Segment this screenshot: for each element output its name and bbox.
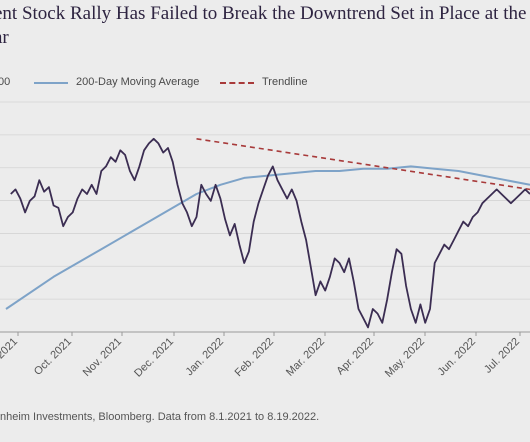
chart-title: ent Stock Rally Has Failed to Break the …: [0, 2, 530, 50]
x-tick-label: Jun. 2022: [435, 336, 478, 379]
chart-title-line-2: ar: [0, 27, 9, 48]
x-tick-label: Mar. 2022: [284, 336, 327, 379]
chart-grid: [0, 101, 530, 333]
x-tick-label: Nov. 2021: [81, 336, 124, 379]
trendline: [196, 138, 530, 191]
x-tick-label: Au: [527, 336, 530, 354]
x-tick-label: Feb. 2022: [233, 336, 277, 380]
legend-label-trendline: Trendline: [262, 76, 308, 88]
chart-lines: [5, 137, 530, 329]
legend-swatch-moving-average: [34, 82, 68, 84]
x-tick-label: Jan. 2022: [183, 336, 226, 379]
x-tick-label: Jul. 2022: [482, 336, 522, 376]
legend-label-price: 00: [0, 76, 11, 88]
x-tick-label: p. 2021: [0, 336, 20, 370]
chart-legend: 00 200-Day Moving Average Trendline: [0, 74, 530, 92]
price-line: [10, 137, 530, 329]
chart-source: nheim Investments, Bloomberg. Data from …: [0, 411, 320, 423]
x-tick-label: Apr. 2022: [334, 336, 376, 378]
moving-average-line: [5, 165, 530, 310]
legend-swatch-trendline: [220, 82, 254, 84]
chart-title-line-1: ent Stock Rally Has Failed to Break the …: [0, 3, 530, 24]
x-tick-label: May. 2022: [383, 336, 427, 380]
x-tick-label: Oct. 2021: [32, 336, 74, 378]
x-tick-label: Dec. 2021: [132, 336, 176, 380]
legend-label-moving-average: 200-Day Moving Average: [76, 76, 200, 88]
